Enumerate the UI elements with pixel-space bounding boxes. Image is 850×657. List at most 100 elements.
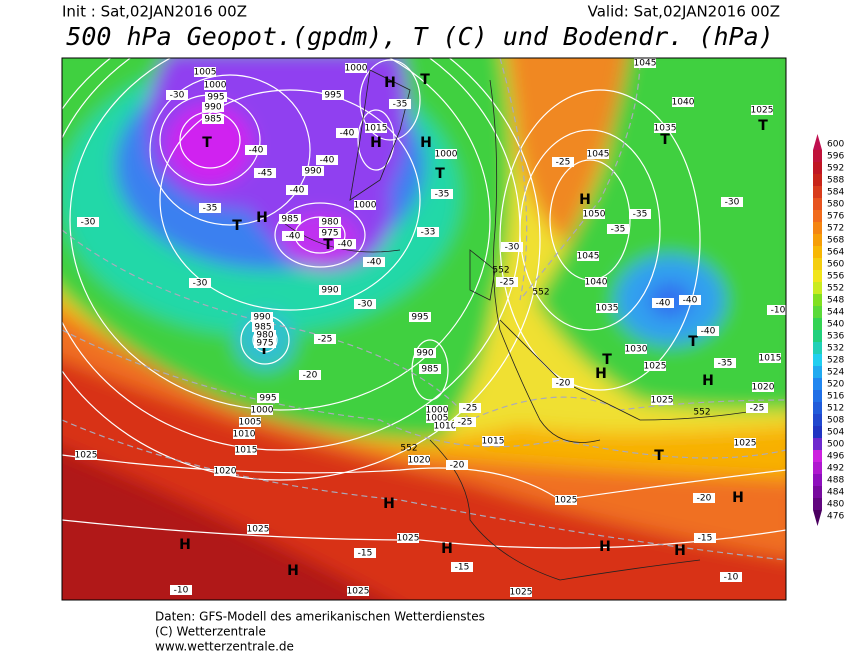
isobar-label-box bbox=[254, 338, 276, 348]
temperature-label-box bbox=[694, 533, 716, 543]
temperature-label-box bbox=[720, 572, 742, 582]
temperature-label: -10 bbox=[724, 573, 739, 583]
temperature-label: -40 bbox=[249, 146, 264, 156]
temperature-label-box bbox=[446, 460, 468, 470]
temperature-label-box bbox=[254, 168, 276, 178]
legend-label: 496 bbox=[827, 452, 844, 462]
isobar-label: 1040 bbox=[585, 278, 608, 288]
legend-label: 476 bbox=[827, 512, 844, 522]
temperature-label: -20 bbox=[450, 461, 465, 471]
legend-label: 512 bbox=[827, 404, 844, 414]
isobar-label-box bbox=[251, 312, 273, 322]
temperature-label: -20 bbox=[556, 379, 571, 389]
isobar-label: 995 bbox=[411, 313, 428, 323]
isobar-label: 1005 bbox=[194, 68, 217, 78]
legend-swatch bbox=[813, 306, 822, 318]
isobar-label-box bbox=[734, 438, 756, 448]
legend-swatch bbox=[813, 342, 822, 354]
isobar-label-box bbox=[651, 395, 673, 405]
legend-swatch bbox=[813, 294, 822, 306]
legend-label: 560 bbox=[827, 260, 844, 270]
temperature-label: -40 bbox=[367, 258, 382, 268]
isobar-label: 1025 bbox=[397, 534, 420, 544]
isobar-label: 995 bbox=[259, 394, 276, 404]
legend-swatch bbox=[813, 270, 822, 282]
isobar-label-box bbox=[254, 330, 276, 340]
isobar-label: 1025 bbox=[510, 588, 533, 598]
isobar-label: 990 bbox=[304, 167, 321, 177]
isobar-label: 990 bbox=[321, 286, 338, 296]
temperature-label: -40 bbox=[320, 156, 335, 166]
temperature-label: -40 bbox=[701, 327, 716, 337]
temperature-label: -25 bbox=[750, 404, 765, 414]
isobar-label-box bbox=[625, 344, 647, 354]
temperature-label-box bbox=[552, 157, 574, 167]
isobar-label: 1025 bbox=[644, 362, 667, 372]
temperature-label-box bbox=[286, 185, 308, 195]
legend-label: 576 bbox=[827, 212, 844, 222]
legend-label: 588 bbox=[827, 176, 844, 186]
isobar-label: 1035 bbox=[596, 304, 619, 314]
isobar-label: 980 bbox=[256, 331, 273, 341]
isobar-label: 1015 bbox=[235, 446, 258, 456]
legend-swatch bbox=[813, 210, 822, 222]
temperature-label-box bbox=[363, 257, 385, 267]
legend-swatch bbox=[813, 366, 822, 378]
isobar-label-box bbox=[251, 405, 273, 415]
pressure-center: H bbox=[674, 543, 686, 559]
temperature-label-box bbox=[334, 239, 356, 249]
legend-swatch bbox=[813, 498, 822, 510]
isobar-label: 1025 bbox=[247, 525, 270, 535]
legend-swatch bbox=[813, 510, 822, 526]
isobar-label-box bbox=[247, 524, 269, 534]
isobar-label-box bbox=[319, 285, 341, 295]
coastlines bbox=[279, 69, 761, 581]
height-label: 552 bbox=[693, 408, 710, 418]
isobar-label-box bbox=[587, 149, 609, 159]
isobars bbox=[62, 58, 786, 549]
isobar-label-box bbox=[365, 123, 387, 133]
isotherms bbox=[62, 58, 786, 561]
pressure-center: H bbox=[732, 490, 744, 506]
legend-label: 516 bbox=[827, 392, 844, 402]
isobar-label: 1020 bbox=[408, 456, 431, 466]
isobar-label: 1025 bbox=[75, 451, 98, 461]
legend-label: 532 bbox=[827, 344, 844, 354]
temperature-label: -35 bbox=[633, 210, 648, 220]
isobar-label: 1010 bbox=[233, 430, 256, 440]
isobar-label-box bbox=[205, 92, 227, 102]
isobar-label-box bbox=[279, 214, 301, 224]
pressure-center: T bbox=[435, 166, 445, 182]
isobar-label-box bbox=[345, 63, 367, 73]
temperature-label: -45 bbox=[258, 169, 273, 179]
temperature-label: -40 bbox=[656, 299, 671, 309]
temperature-label-box bbox=[459, 403, 481, 413]
temperature-label-box bbox=[417, 227, 439, 237]
isobar-label: 995 bbox=[207, 93, 224, 103]
pressure-center: T bbox=[259, 342, 269, 358]
temperature-label-box bbox=[552, 378, 574, 388]
isobar-label-box bbox=[759, 353, 781, 363]
temperature-label: -40 bbox=[683, 296, 698, 306]
temperature-label-box bbox=[693, 493, 715, 503]
legend-label: 596 bbox=[827, 152, 844, 162]
valid-time: Valid: Sat,02JAN2016 00Z bbox=[588, 3, 780, 21]
pressure-center: T bbox=[323, 237, 333, 253]
isobar-label: 1015 bbox=[482, 437, 505, 447]
temperature-label: -33 bbox=[421, 228, 436, 238]
isobar-label: 1000 bbox=[204, 81, 227, 91]
temperature-label: -30 bbox=[81, 218, 96, 228]
temperature-label-box bbox=[679, 295, 701, 305]
temperature-label: -35 bbox=[203, 204, 218, 214]
temperature-label-box bbox=[501, 242, 523, 252]
isobar-label-box bbox=[510, 587, 532, 597]
legend-label: 508 bbox=[827, 416, 844, 426]
isobar-label: 990 bbox=[416, 349, 433, 359]
isobar-label: 1050 bbox=[583, 210, 606, 220]
isobar-label-box bbox=[751, 105, 773, 115]
isobar-label: 1005 bbox=[239, 418, 262, 428]
legend-label: 480 bbox=[827, 500, 844, 510]
isobar-label-box bbox=[202, 114, 224, 124]
legend-swatch bbox=[813, 162, 822, 174]
